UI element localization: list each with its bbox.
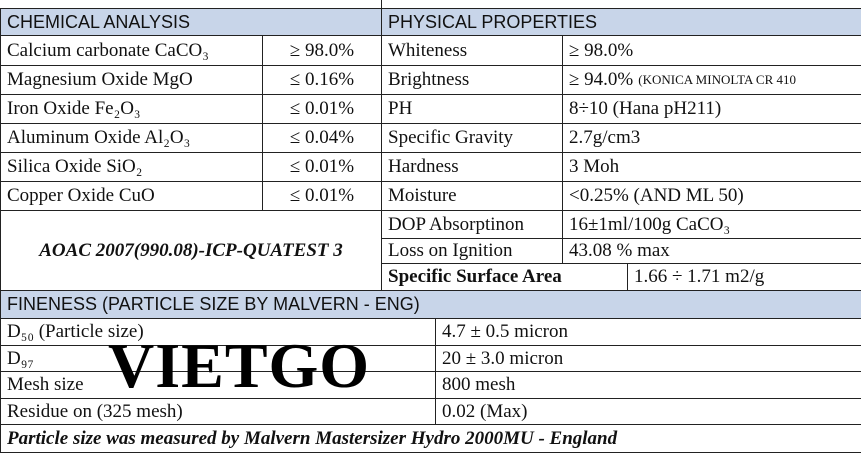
cell-text: Specific Surface Area	[388, 266, 562, 287]
cell-text: D₅₀ (Particle size)	[7, 321, 144, 342]
section-header: CHEMICAL ANALYSIS	[0, 8, 382, 36]
section-header: PHYSICAL PROPERTIES	[381, 8, 861, 36]
row-label: Specific Surface Area	[381, 263, 628, 291]
row-label: Silica Oxide SiO₂	[0, 152, 263, 182]
cell-text: PHYSICAL PROPERTIES	[388, 11, 598, 32]
cell-text: ≤ 0.01%	[289, 98, 355, 119]
row-value: 4.7 ± 0.5 micron	[435, 318, 861, 346]
cell-text: ≥ 94.0%	[569, 69, 634, 90]
row-label: Whiteness	[381, 35, 563, 66]
row-value: 2.7g/cm3	[562, 123, 861, 153]
row-value: 0.02 (Max)	[435, 398, 861, 425]
row-label: Hardness	[381, 152, 563, 182]
row-label: Loss on Ignition	[381, 238, 563, 264]
cell-text: Aluminum Oxide Al₂O₃	[7, 127, 191, 148]
cell-text: <0.25% (AND ML 50)	[569, 185, 744, 206]
cell-text: 2.7g/cm3	[569, 127, 641, 148]
cell-text: AOAC 2007(990.08)-ICP-QUATEST 3	[39, 239, 343, 261]
row-value: <0.25% (AND ML 50)	[562, 181, 861, 211]
cell-text: FINENESS (PARTICLE SIZE BY MALVERN - ENG…	[7, 294, 420, 314]
cell-text: Loss on Ignition	[388, 240, 513, 261]
cell-text: 800 mesh	[442, 374, 516, 395]
row-label: DOP Absorptinon	[381, 210, 563, 239]
row-value: ≤ 0.04%	[262, 123, 382, 153]
cell-text: ≥ 98.0%	[569, 39, 634, 61]
cell-text: Calcium carbonate CaCO₃	[7, 39, 209, 61]
row-value: 3 Moh	[562, 152, 861, 182]
row-label: Iron Oxide Fe₂O₃	[0, 94, 263, 124]
cell-text: CHEMICAL ANALYSIS	[7, 11, 191, 32]
cell-text: Whiteness	[388, 39, 468, 61]
row-label: Moisture	[381, 181, 563, 211]
cell-text: Copper Oxide CuO	[7, 185, 155, 206]
row-value: 20 ± 3.0 micron	[435, 345, 861, 372]
row-value: 43.08 % max	[562, 238, 861, 264]
cell-text: ≤ 0.01%	[289, 185, 355, 206]
divider	[381, 0, 382, 8]
brightness-note: (KONICA MINOLTA CR 410	[638, 72, 797, 87]
row-value: ≤ 0.01%	[262, 181, 382, 211]
cell-text: Iron Oxide Fe₂O₃	[7, 98, 141, 119]
cell-text: 4.7 ± 0.5 micron	[442, 321, 568, 342]
row-value: ≤ 0.01%	[262, 152, 382, 182]
row-value: 8÷10 (Hana pH211)	[562, 94, 861, 124]
row-label: Brightness	[381, 65, 563, 95]
cell-text: Specific Gravity	[388, 127, 514, 148]
cell-text: 1.66 ÷ 1.71 m2/g	[634, 266, 765, 287]
cell-text: Moisture	[388, 185, 457, 206]
cell-text: ≤ 0.01%	[289, 156, 355, 177]
row-value: ≥ 98.0%	[562, 35, 861, 66]
cell-text: PH	[388, 98, 413, 119]
row-value: ≥ 94.0% (KONICA MINOLTA CR 410	[562, 65, 861, 95]
cell-text: Hardness	[388, 156, 459, 177]
row-label: Specific Gravity	[381, 123, 563, 153]
cell-text: 43.08 % max	[569, 240, 670, 261]
cell-text: ≤ 0.16%	[289, 69, 355, 90]
row-value: 800 mesh	[435, 371, 861, 399]
cell-text: Magnesium Oxide MgO	[7, 69, 193, 90]
watermark: VIETGO	[108, 330, 371, 401]
row-label: Aluminum Oxide Al₂O₃	[0, 123, 263, 153]
row-label: Residue on (325 mesh)	[0, 398, 436, 425]
cell-text: Particle size was measured by Malvern Ma…	[7, 427, 618, 449]
cell-text: DOP Absorptinon	[388, 213, 525, 235]
top-edge	[0, 0, 861, 8]
section-header: FINENESS (PARTICLE SIZE BY MALVERN - ENG…	[0, 290, 861, 319]
row-label: Copper Oxide CuO	[0, 181, 263, 211]
cell-text: Mesh size	[7, 374, 84, 395]
row-value: ≤ 0.16%	[262, 65, 382, 95]
row-value: ≥ 98.0%	[262, 35, 382, 66]
cell-text: D₉₇	[7, 347, 34, 369]
cell-text: 3 Moh	[569, 156, 620, 177]
row-label: Calcium carbonate CaCO₃	[0, 35, 263, 66]
row-label: Magnesium Oxide MgO	[0, 65, 263, 95]
method-note: AOAC 2007(990.08)-ICP-QUATEST 3	[0, 210, 382, 291]
cell-text: 16±1ml/100g CaCO₃	[569, 213, 731, 235]
row-value: ≤ 0.01%	[262, 94, 382, 124]
cell-text: 8÷10 (Hana pH211)	[569, 98, 722, 119]
cell-text: Brightness	[388, 69, 470, 90]
cell-text: Residue on (325 mesh)	[7, 400, 183, 422]
cell-text: 0.02 (Max)	[442, 400, 528, 422]
cell-text: 20 ± 3.0 micron	[442, 347, 564, 369]
cell-text: Silica Oxide SiO₂	[7, 156, 143, 177]
cell-text: ≤ 0.04%	[289, 127, 355, 148]
row-label: PH	[381, 94, 563, 124]
cell-text: ≥ 98.0%	[289, 39, 355, 61]
footer-note: Particle size was measured by Malvern Ma…	[0, 424, 861, 453]
row-value: 1.66 ÷ 1.71 m2/g	[627, 263, 861, 291]
row-value: 16±1ml/100g CaCO₃	[562, 210, 861, 239]
